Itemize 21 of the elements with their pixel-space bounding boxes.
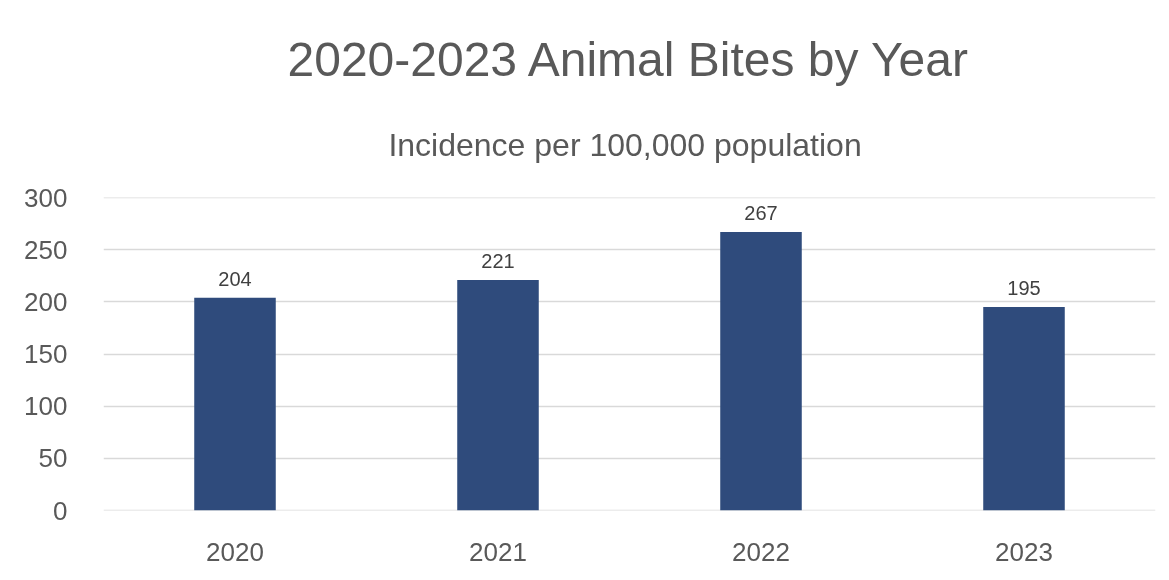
data-label: 221 (481, 249, 515, 272)
data-label: 204 (218, 267, 252, 290)
chart-title: 2020-2023 Animal Bites by Year (287, 32, 968, 86)
x-tick-label: 2022 (732, 536, 790, 567)
bar (457, 279, 539, 511)
x-tick-label: 2020 (206, 536, 264, 567)
x-tick-label: 2023 (995, 536, 1053, 567)
y-tick-label: 300 (24, 182, 68, 213)
y-tick-label: 100 (24, 391, 68, 422)
data-label: 267 (744, 201, 778, 224)
y-tick-label: 0 (53, 495, 68, 526)
y-tick-label: 50 (38, 443, 68, 474)
x-tick-label: 2021 (469, 536, 527, 567)
y-tick-label: 250 (24, 234, 68, 265)
bar (720, 231, 802, 511)
bar (194, 297, 276, 511)
chart-subtitle: Incidence per 100,000 population (388, 127, 862, 163)
y-tick-label: 200 (24, 286, 68, 317)
bar (983, 307, 1065, 511)
y-tick-label: 150 (24, 339, 68, 369)
data-label: 195 (1007, 277, 1041, 300)
